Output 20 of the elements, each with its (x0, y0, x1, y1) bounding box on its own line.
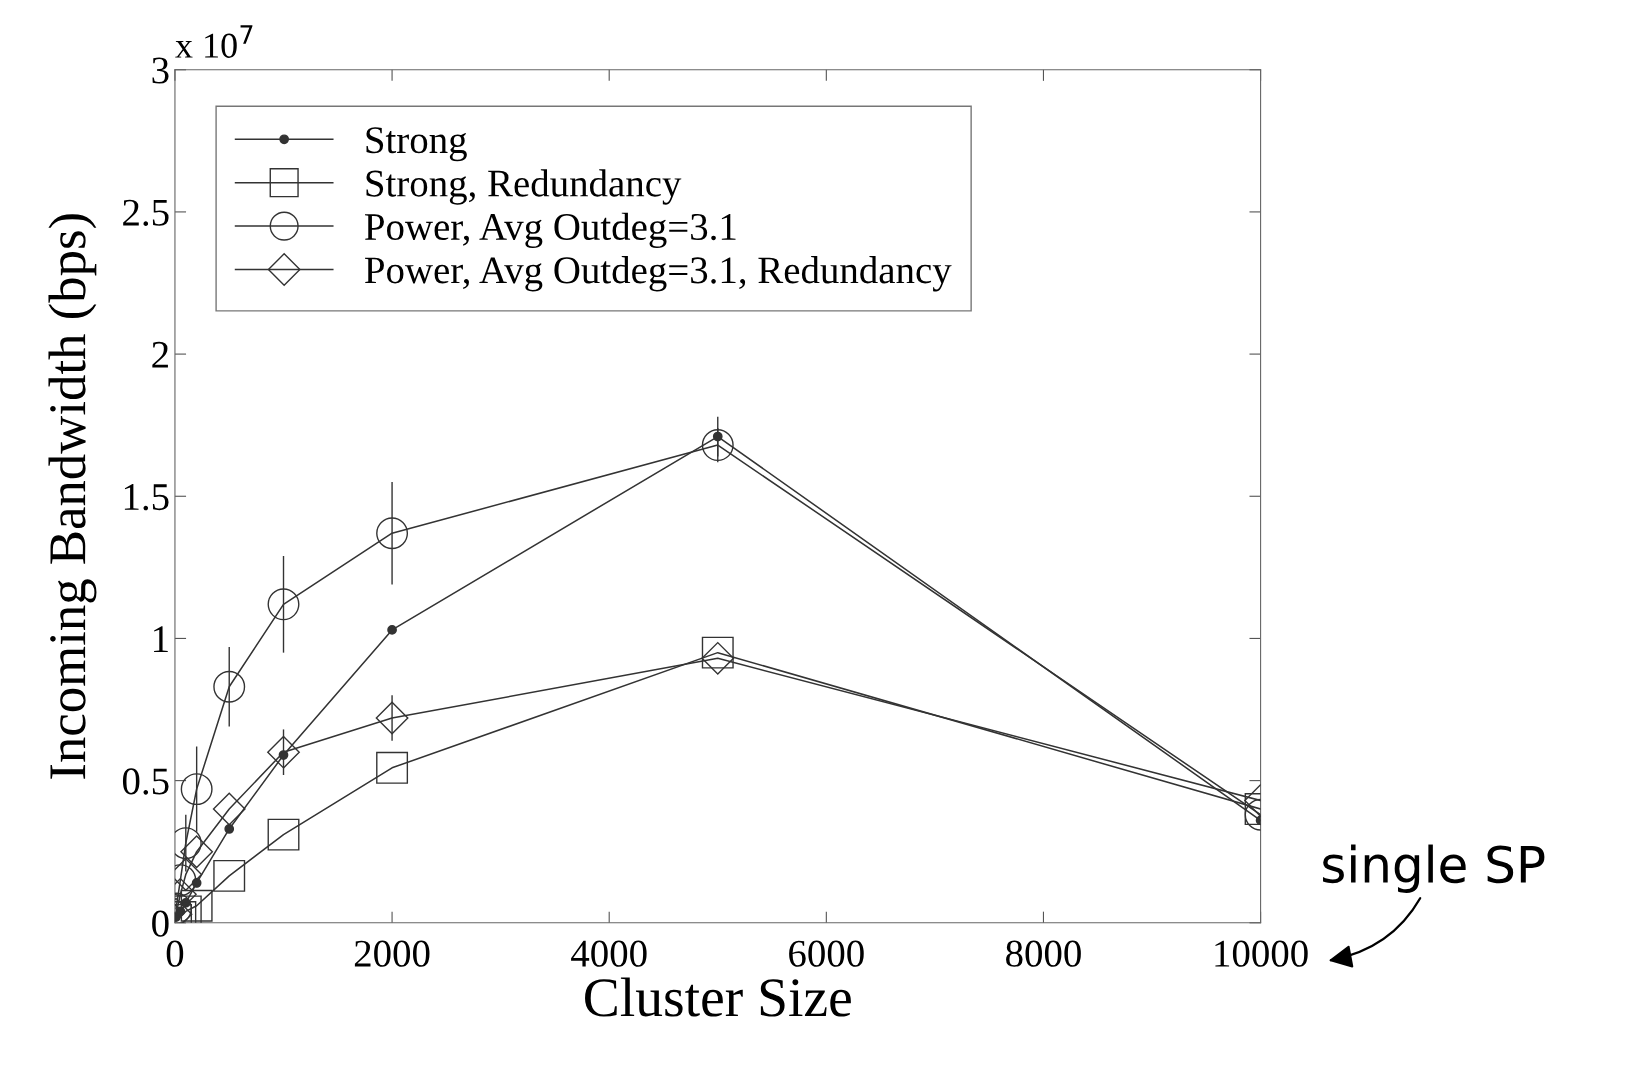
text: x 10$^{7}$ (175, 25, 253, 58)
y-tick-label: 1.5 (124, 484, 169, 511)
x-axis-title: Cluster Size (585, 977, 851, 1017)
legend-label: Power, Avg Outdeg=3.1 (365, 212, 736, 249)
y-tick-label: 2.5 (123, 199, 169, 226)
x-tick-label: 4000 (571, 940, 647, 967)
legend-label: Power, Avg Outdeg=3.1, Redundancy (365, 256, 952, 292)
x-tick-label: 8000 (1006, 940, 1081, 967)
y-tick-label: 0 (152, 910, 169, 937)
y-tick-label: 2 (152, 341, 168, 368)
y-tick-label: 0.5 (122, 768, 169, 795)
legend-label: Strong, Redundancy (366, 169, 682, 205)
x-tick-label: 2000 (354, 940, 430, 967)
x-tick-label: 6000 (789, 940, 864, 967)
legend-label: Strong (366, 127, 467, 162)
text: single SP (1323, 844, 1545, 893)
y-tick-label: 1 (154, 626, 168, 652)
y-axis-title: Incoming Bandwidth (bps) (48, 214, 97, 779)
x-tick-label: 10000 (1215, 940, 1308, 967)
y-tick-label: 3 (152, 57, 169, 84)
